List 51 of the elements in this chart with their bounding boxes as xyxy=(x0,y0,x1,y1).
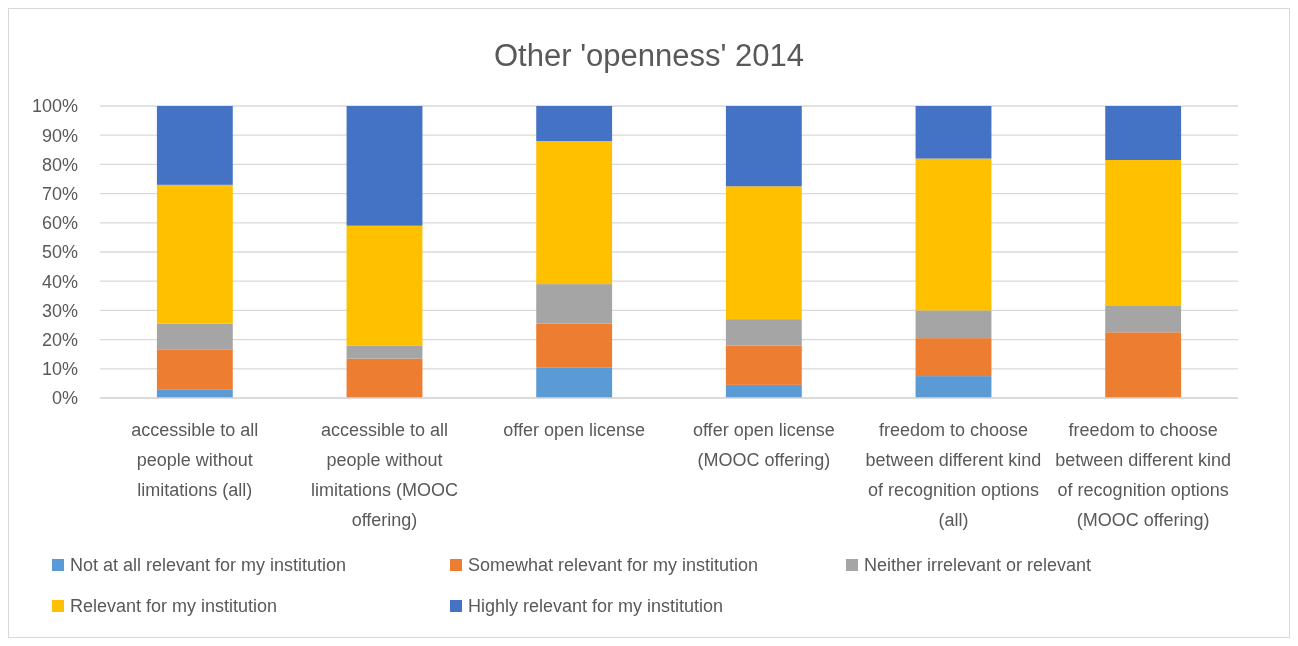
bar xyxy=(156,349,233,390)
legend-label: Highly relevant for my institution xyxy=(468,596,724,617)
bar xyxy=(346,225,423,346)
bar xyxy=(536,367,613,398)
bar xyxy=(1105,332,1182,398)
bar xyxy=(915,376,992,398)
legend-label: Relevant for my institution xyxy=(70,596,278,617)
bar xyxy=(915,310,992,339)
y-tick-label: 10% xyxy=(41,359,78,380)
legend-label: Not at all relevant for my institution xyxy=(70,555,347,576)
bar xyxy=(915,106,992,159)
x-tick-label: freedom to choose between different kind of recognition options (MOOC offering) xyxy=(1055,420,1232,530)
bar xyxy=(346,358,423,398)
y-tick-label: 70% xyxy=(41,183,78,204)
bar xyxy=(346,345,423,359)
y-tick-label: 50% xyxy=(41,242,78,263)
y-tick-label: 30% xyxy=(41,300,78,321)
bar xyxy=(725,345,802,385)
bar xyxy=(725,319,802,346)
bar xyxy=(915,158,992,311)
y-tick-label: 40% xyxy=(41,271,78,292)
legend-label: Somewhat relevant for my institution xyxy=(468,555,759,576)
bar xyxy=(156,389,233,398)
y-tick-label: 0% xyxy=(51,388,78,409)
bar xyxy=(346,106,423,226)
bar xyxy=(156,184,233,324)
bar xyxy=(536,106,613,142)
y-tick-label: 60% xyxy=(41,213,78,234)
bar xyxy=(725,384,802,398)
bar xyxy=(156,106,233,185)
legend-label: Neither irrelevant or relevant xyxy=(864,555,1092,576)
y-tick-label: 20% xyxy=(41,329,78,350)
bar xyxy=(725,106,802,187)
x-tick-label: offer open license xyxy=(503,420,646,440)
x-tick-label: accessible to all people without limitations (all) xyxy=(131,420,259,500)
bar xyxy=(536,284,613,324)
y-tick-label: 80% xyxy=(41,154,78,175)
y-tick-label: 100% xyxy=(31,96,78,117)
bar xyxy=(536,323,613,368)
x-tick-label: accessible to all people without limitations (MOOC offering) xyxy=(310,420,459,530)
bar xyxy=(915,338,992,377)
x-tick-label: freedom to choose between different kind of recognition options (all) xyxy=(865,420,1042,530)
y-tick-label: 90% xyxy=(41,125,78,146)
bar xyxy=(536,141,613,285)
bar xyxy=(1105,160,1182,307)
bar xyxy=(1105,106,1182,161)
chart-title: Other 'openness' 2014 xyxy=(494,38,804,73)
x-tick-label: offer open license (MOOC offering) xyxy=(692,420,835,470)
bar xyxy=(156,323,233,350)
bar xyxy=(1105,306,1182,333)
bar xyxy=(725,186,802,320)
